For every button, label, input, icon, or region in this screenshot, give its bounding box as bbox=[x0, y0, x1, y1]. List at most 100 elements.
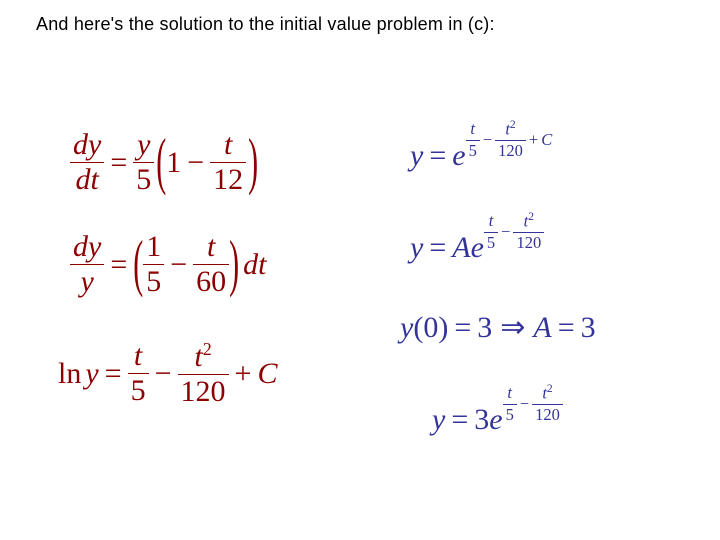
y: y bbox=[432, 403, 445, 437]
eq-right-4: y = 3 e t 5 − t2 120 bbox=[432, 400, 563, 440]
three: 3 bbox=[477, 311, 492, 345]
frac-t-60: t 60 bbox=[193, 232, 229, 297]
y: y bbox=[410, 231, 423, 265]
rparen: ) bbox=[229, 229, 239, 300]
equals: = bbox=[445, 403, 474, 437]
frac-dy-y: dy y bbox=[70, 232, 104, 297]
num: t2 bbox=[521, 212, 537, 230]
equals: = bbox=[423, 139, 452, 173]
frac-t2-120: t2 120 bbox=[178, 340, 229, 407]
num: 1 bbox=[143, 232, 164, 262]
coef-3: 3 bbox=[474, 403, 489, 437]
num: t bbox=[486, 213, 497, 230]
implies-icon: ⇒ bbox=[492, 310, 533, 345]
den: 5 bbox=[466, 143, 480, 160]
den: 120 bbox=[178, 377, 229, 407]
sup2: 2 bbox=[528, 211, 534, 223]
den: 5 bbox=[484, 235, 498, 252]
y: y bbox=[410, 139, 423, 173]
plus: + bbox=[526, 130, 541, 150]
frac-t-12: t 12 bbox=[210, 130, 246, 195]
sup2: 2 bbox=[510, 119, 516, 131]
C: C bbox=[541, 130, 552, 150]
den: 60 bbox=[193, 267, 229, 297]
ln: ln bbox=[58, 357, 81, 391]
eq-right-2: y = A e t 5 − t2 120 bbox=[410, 228, 544, 268]
eq-right-1: y = e t 5 − t2 120 + C bbox=[410, 136, 552, 176]
den: 120 bbox=[513, 235, 544, 252]
sup2: 2 bbox=[203, 339, 212, 359]
den: 5 bbox=[503, 407, 517, 424]
num: t2 bbox=[539, 384, 555, 402]
num: t bbox=[504, 385, 515, 402]
frac-y-5: y 5 bbox=[133, 130, 154, 195]
A: A bbox=[533, 311, 551, 345]
caption-text: And here's the solution to the initial v… bbox=[36, 14, 495, 35]
lparen: ( bbox=[156, 127, 166, 198]
equals: = bbox=[423, 231, 452, 265]
A: A bbox=[452, 231, 470, 265]
frac-t-5: t 5 bbox=[128, 341, 149, 406]
one: 1 bbox=[166, 146, 181, 180]
exponent: t 5 − t2 120 + C bbox=[466, 120, 553, 160]
zero: 0 bbox=[423, 311, 438, 345]
minus: − bbox=[181, 146, 210, 180]
three2: 3 bbox=[581, 311, 596, 345]
den: 12 bbox=[210, 165, 246, 195]
sup2: 2 bbox=[547, 383, 553, 395]
equals: = bbox=[99, 357, 128, 391]
minus: − bbox=[149, 357, 178, 391]
den: dt bbox=[72, 165, 101, 195]
minus: − bbox=[164, 248, 193, 282]
y: y bbox=[400, 311, 413, 345]
e: e bbox=[471, 231, 484, 265]
frac-1-5: 1 5 bbox=[143, 232, 164, 297]
equals: = bbox=[552, 311, 581, 345]
frac-t-5: t 5 bbox=[466, 121, 480, 159]
minus: − bbox=[480, 130, 495, 150]
frac-t-5: t 5 bbox=[484, 213, 498, 251]
t: t bbox=[194, 340, 202, 373]
num: dy bbox=[70, 130, 104, 160]
slide: And here's the solution to the initial v… bbox=[0, 0, 720, 540]
frac-t-5: t 5 bbox=[503, 385, 517, 423]
num: t bbox=[467, 121, 478, 138]
frac-t2-120: t2 120 bbox=[495, 120, 526, 160]
minus: − bbox=[498, 222, 513, 242]
exponent: t 5 − t2 120 bbox=[503, 384, 563, 424]
frac-t2-120: t2 120 bbox=[532, 384, 563, 424]
eq-left-1: dy dt = y 5 ( 1 − t 12 ) bbox=[70, 130, 258, 195]
num: dy bbox=[70, 232, 104, 262]
num: t bbox=[131, 341, 145, 371]
den: 5 bbox=[133, 165, 154, 195]
num: t bbox=[221, 130, 235, 160]
num: y bbox=[134, 130, 153, 160]
eq-left-2: dy y = ( 1 5 − t 60 ) dt bbox=[70, 232, 267, 297]
den: 5 bbox=[143, 267, 164, 297]
e: e bbox=[489, 403, 502, 437]
e: e bbox=[452, 139, 465, 173]
eq-right-3: y ( 0 ) = 3 ⇒ A = 3 bbox=[400, 310, 596, 345]
den: 120 bbox=[532, 407, 563, 424]
equals: = bbox=[104, 146, 133, 180]
equals: = bbox=[104, 248, 133, 282]
lparen: ( bbox=[413, 311, 423, 345]
minus: − bbox=[517, 394, 532, 414]
rparen: ) bbox=[248, 127, 258, 198]
plus: + bbox=[229, 357, 258, 391]
frac-dy-dt: dy dt bbox=[70, 130, 104, 195]
y: y bbox=[85, 357, 98, 391]
dt: dt bbox=[243, 248, 266, 282]
C: C bbox=[257, 357, 277, 391]
num: t2 bbox=[191, 340, 214, 372]
num: t2 bbox=[502, 120, 518, 138]
rparen: ) bbox=[438, 311, 448, 345]
frac-t2-120: t2 120 bbox=[513, 212, 544, 252]
exponent: t 5 − t2 120 bbox=[484, 212, 544, 252]
den: y bbox=[78, 267, 97, 297]
eq-left-3: ln y = t 5 − t2 120 + C bbox=[58, 340, 277, 407]
num: t bbox=[204, 232, 218, 262]
den: 120 bbox=[495, 143, 526, 160]
lparen: ( bbox=[133, 229, 143, 300]
den: 5 bbox=[128, 376, 149, 406]
